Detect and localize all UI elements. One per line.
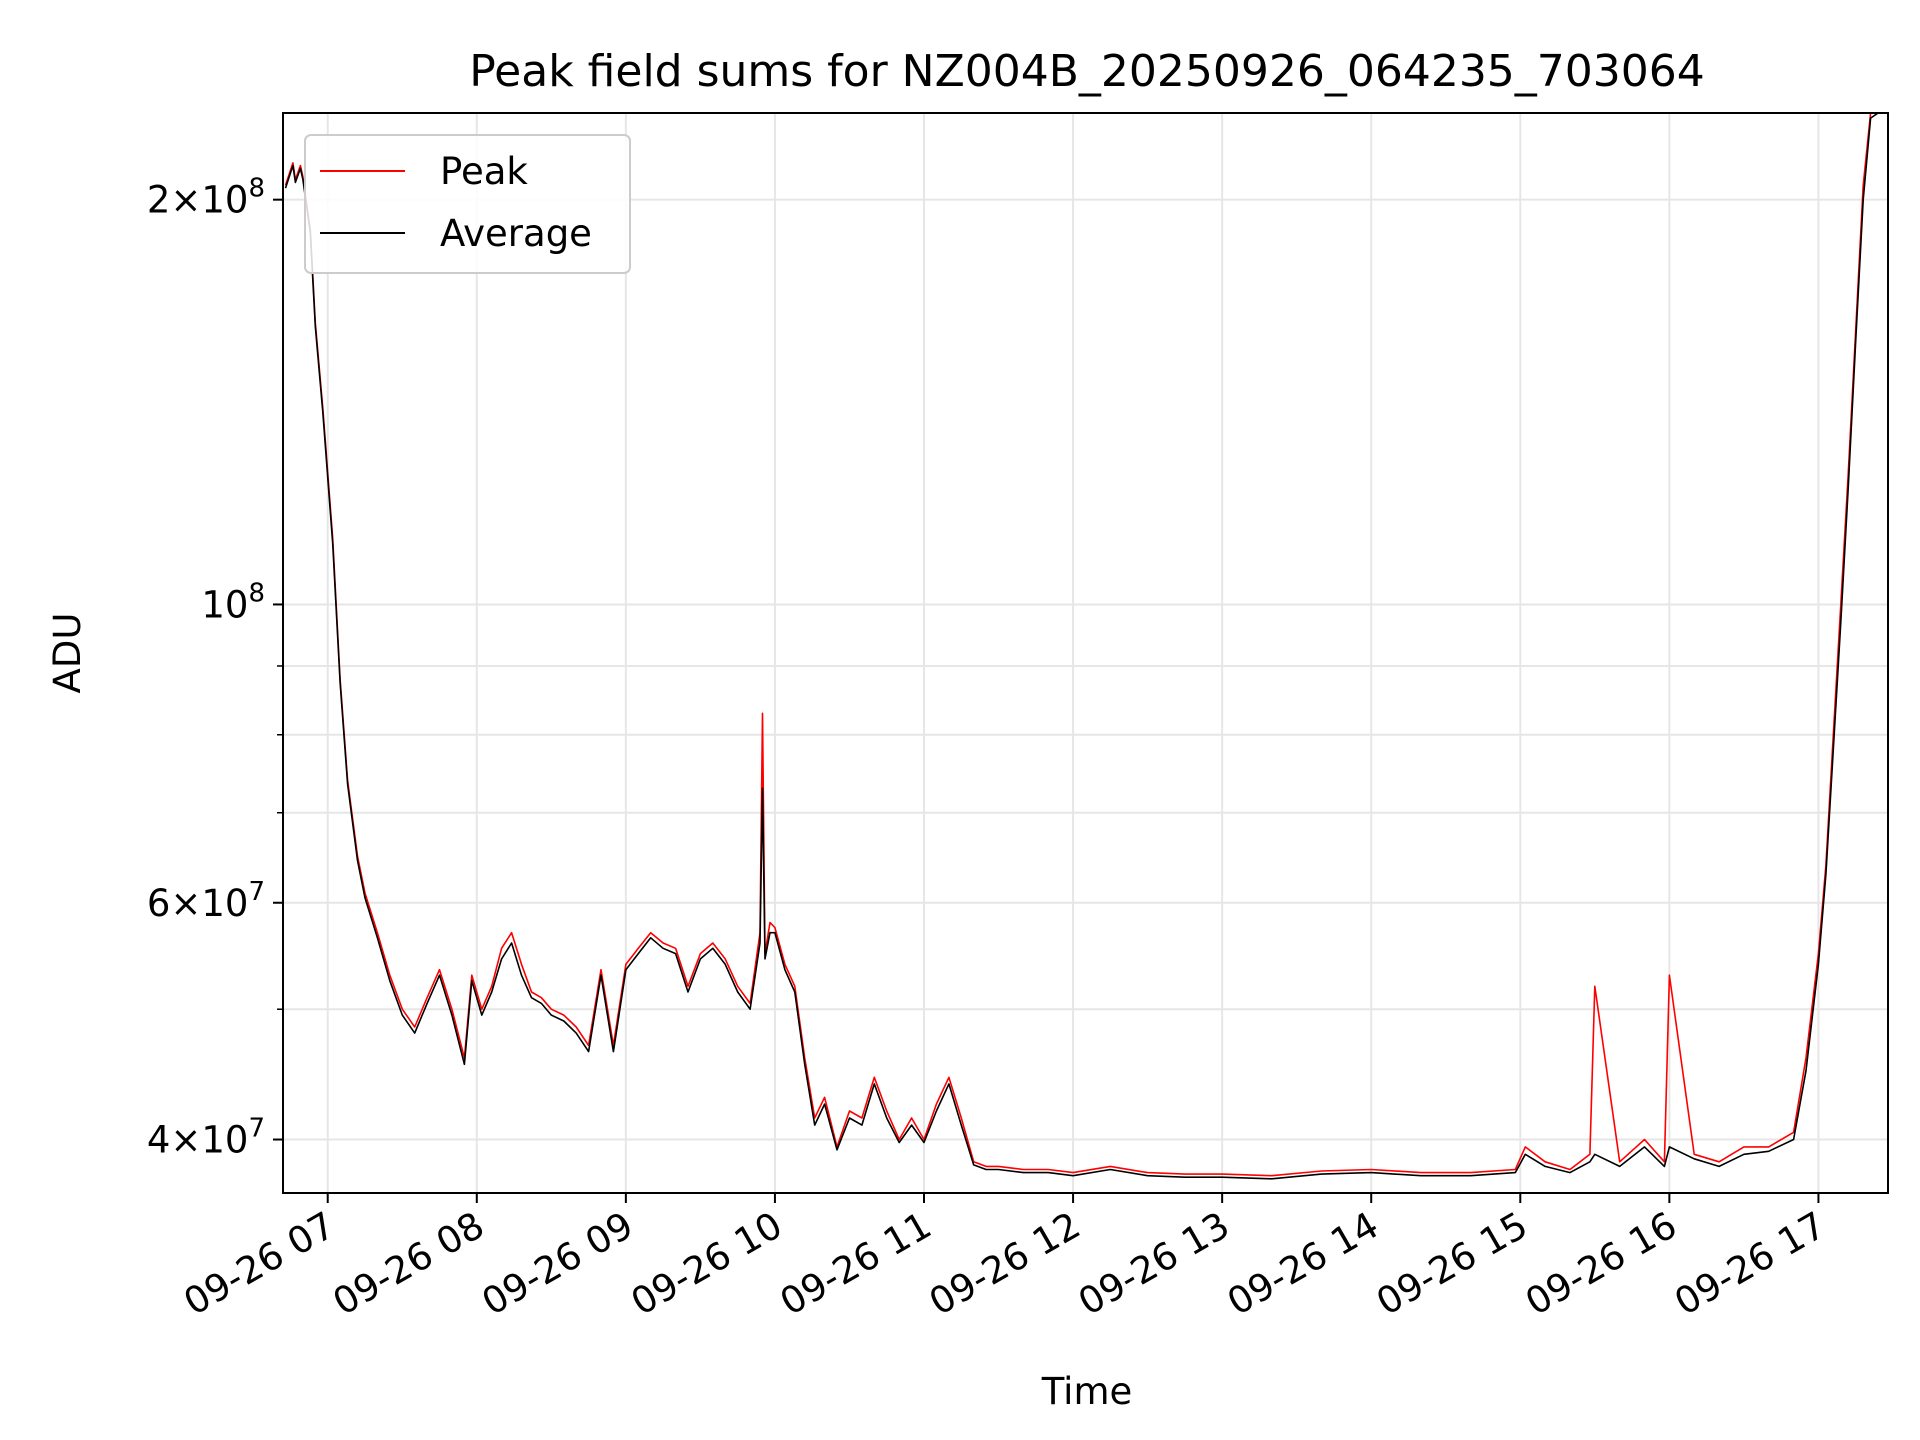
grid — [283, 113, 1888, 1193]
y-tick-label: 6×107 — [147, 877, 265, 925]
plot-frame — [282, 112, 1889, 1194]
chart-title: Peak field sums for NZ004B_20250926_0642… — [469, 46, 1705, 97]
y-tick-label: 108 — [201, 578, 265, 626]
plot-series — [284, 113, 1879, 1180]
y-axis-label: ADU — [46, 613, 89, 694]
series-line-average — [284, 113, 1879, 1180]
legend-box — [304, 134, 631, 274]
series-line-peak — [284, 113, 1879, 1177]
y-axis: 2×108 108 6×107 4×107 — [147, 174, 283, 1162]
legend-label-average: Average — [440, 212, 592, 255]
x-axis-label: Time — [1041, 1370, 1133, 1413]
legend-label-peak: Peak — [440, 150, 528, 193]
legend: Peak Average — [304, 134, 631, 274]
y-tick-label: 4×107 — [147, 1114, 265, 1162]
y-tick-label: 2×108 — [147, 174, 265, 222]
